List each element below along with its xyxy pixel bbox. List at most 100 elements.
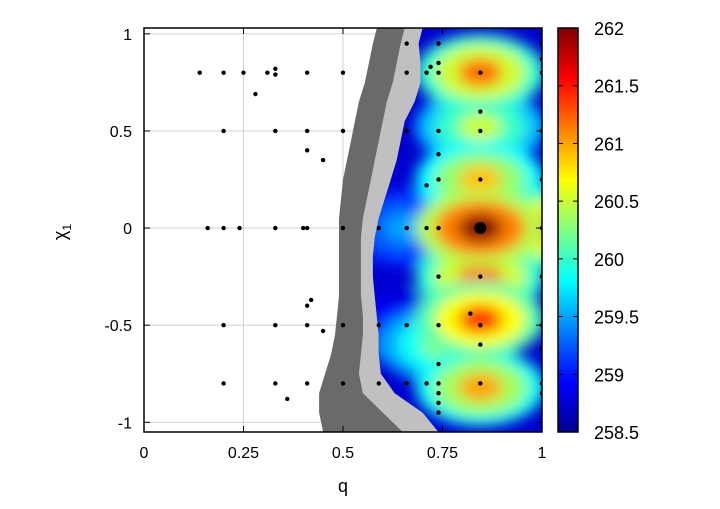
hotspot-3-level-2 xyxy=(458,113,503,142)
hotspot-9-level-2 xyxy=(458,305,503,334)
sample-point xyxy=(478,381,483,386)
sample-point xyxy=(404,322,409,328)
sample-point xyxy=(436,322,441,328)
sample-point xyxy=(241,70,246,75)
sample-point xyxy=(436,274,441,279)
sample-point xyxy=(478,274,483,279)
sample-point xyxy=(221,128,226,134)
sample-point xyxy=(304,148,310,153)
colorbar-tick-label: 261.5 xyxy=(594,77,639,97)
sample-point xyxy=(436,225,441,231)
sample-point xyxy=(197,70,202,75)
sample-point xyxy=(478,177,483,182)
sample-point xyxy=(340,381,346,386)
colorbar-tick-label: 259 xyxy=(594,365,624,385)
sample-point xyxy=(340,225,346,231)
x-tick-label: 0.5 xyxy=(332,445,354,462)
sample-point xyxy=(424,225,429,231)
sample-point xyxy=(304,381,310,386)
sample-point xyxy=(221,381,226,386)
x-tick-label: 0.75 xyxy=(427,445,458,462)
sample-point xyxy=(221,225,226,231)
sample-point xyxy=(273,225,278,231)
sample-point xyxy=(436,390,441,396)
hotspot-5-level-2 xyxy=(458,373,503,402)
colorbar-tick-label: 260.5 xyxy=(594,192,639,212)
sample-point xyxy=(221,322,226,328)
x-tick-label: 1 xyxy=(538,445,547,462)
sample-point xyxy=(253,91,258,97)
sample-point xyxy=(436,381,441,386)
sample-point xyxy=(265,70,270,75)
sample-point xyxy=(404,41,409,46)
sample-point xyxy=(340,70,346,75)
sample-point xyxy=(376,381,382,386)
x-axis-ticks: 0 0.25 0.5 0.75 1 xyxy=(140,28,547,462)
colorbar-tick-label: 262 xyxy=(594,19,624,39)
sample-point xyxy=(304,128,310,134)
colorbar-tick-label: 259.5 xyxy=(594,308,639,328)
y-tick-label: -1 xyxy=(118,415,132,432)
sample-point xyxy=(304,70,310,75)
sample-point xyxy=(436,361,441,367)
sample-point xyxy=(273,381,278,386)
sample-point xyxy=(304,225,310,231)
plot-area xyxy=(319,28,542,432)
sample-point xyxy=(221,70,226,75)
sample-point xyxy=(273,66,278,71)
sample-points xyxy=(197,41,542,415)
colorbar-ticks: 262 261.5 261 260.5 260 259.5 259 258.5 xyxy=(558,19,639,443)
sample-point xyxy=(308,297,314,303)
y-axis-label: χ1 xyxy=(50,224,74,240)
sample-point xyxy=(404,70,409,75)
sample-point xyxy=(304,303,310,308)
sample-point xyxy=(478,342,483,347)
sample-point xyxy=(301,225,306,231)
sample-point xyxy=(424,381,429,386)
sample-point xyxy=(205,225,210,231)
y-axis-label-subscript: 1 xyxy=(60,224,74,231)
y-axis-label-main: χ xyxy=(50,230,70,240)
sample-point xyxy=(436,177,441,182)
sample-point xyxy=(376,225,382,231)
colorbar-tick-label: 258.5 xyxy=(594,423,639,443)
sample-point xyxy=(436,152,441,157)
sample-point xyxy=(436,41,441,46)
sample-point xyxy=(273,72,278,77)
colorbar-tick-label: 260 xyxy=(594,250,624,270)
sample-point xyxy=(404,225,409,231)
sample-point xyxy=(478,128,483,134)
sample-point xyxy=(436,400,441,406)
sample-point xyxy=(424,70,429,75)
sample-point xyxy=(404,381,409,386)
x-tick-label: 0 xyxy=(140,445,149,462)
y-tick-label: 0.5 xyxy=(110,124,132,141)
optimum-point xyxy=(474,222,487,235)
sample-point xyxy=(404,128,409,134)
colorbar xyxy=(557,27,579,433)
sample-point xyxy=(436,70,441,75)
x-tick-label: 0.25 xyxy=(228,445,259,462)
sample-point xyxy=(304,322,310,328)
sample-point xyxy=(237,225,242,231)
sample-point xyxy=(428,64,433,70)
sample-point xyxy=(478,70,483,75)
y-axis-ticks: 1 0.5 0 -0.5 -1 xyxy=(104,27,542,432)
sample-point xyxy=(273,128,278,134)
sample-point xyxy=(340,322,346,328)
y-tick-label: 0 xyxy=(123,221,132,238)
sample-point xyxy=(320,157,326,163)
sample-point xyxy=(424,183,429,188)
sample-point xyxy=(320,328,326,334)
sample-point xyxy=(436,410,441,415)
sample-point xyxy=(436,60,441,66)
y-tick-label: 1 xyxy=(123,27,132,44)
sample-point xyxy=(468,311,473,316)
sample-point xyxy=(285,396,290,402)
sample-point xyxy=(478,322,483,328)
colorbar-tick-label: 261 xyxy=(594,134,624,154)
sample-point xyxy=(273,322,278,328)
x-axis-label: q xyxy=(338,476,348,496)
